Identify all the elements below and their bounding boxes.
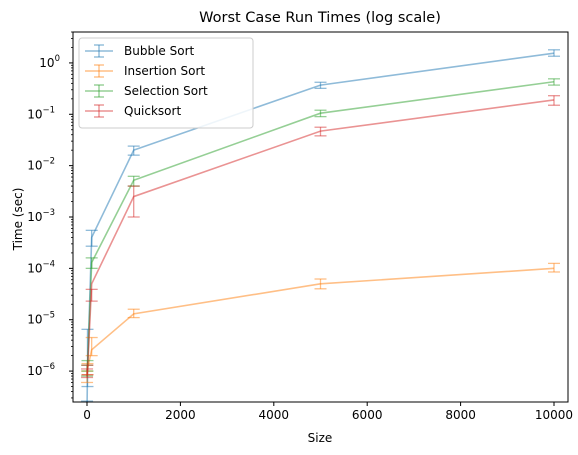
legend-label-3: Quicksort bbox=[124, 104, 181, 118]
error-bar-0-3 bbox=[127, 145, 140, 156]
series-line-3 bbox=[86, 99, 555, 374]
error-bar-1-5 bbox=[547, 262, 560, 273]
error-bar-0-0 bbox=[81, 400, 94, 402]
legend-entry-3: Quicksort bbox=[85, 104, 181, 118]
y-axis-title: Time (sec) bbox=[11, 188, 25, 252]
y-tick-label-6: 100 bbox=[39, 54, 60, 70]
error-bar-0-2 bbox=[85, 229, 98, 247]
error-bar-2-3 bbox=[127, 175, 140, 187]
y-tick-label-2: 10−4 bbox=[27, 259, 55, 275]
legend-label-0: Bubble Sort bbox=[124, 44, 194, 58]
legend-box bbox=[78, 37, 254, 129]
legend: Bubble Sort Insertion Sort Selection Sort Q… bbox=[78, 37, 254, 129]
error-bar-3-1 bbox=[81, 364, 94, 376]
error-bar-0-4 bbox=[314, 81, 327, 89]
plot-area bbox=[81, 49, 560, 402]
error-bar-1-3 bbox=[127, 308, 140, 319]
x-tick-label-1: 2000 bbox=[165, 408, 196, 422]
legend-label-2: Selection Sort bbox=[124, 84, 208, 98]
error-bar-2-2 bbox=[85, 257, 98, 270]
legend-entry-2: Selection Sort bbox=[85, 84, 208, 98]
x-tick-label-4: 8000 bbox=[445, 408, 476, 422]
error-bar-2-4 bbox=[314, 109, 327, 118]
y-tick-label-5: 10−1 bbox=[27, 105, 55, 121]
legend-entry-0: Bubble Sort bbox=[85, 44, 194, 58]
x-tick-label-5: 10000 bbox=[535, 408, 573, 422]
error-bar-3-5 bbox=[547, 95, 560, 106]
y-tick-label-4: 10−2 bbox=[27, 157, 55, 173]
x-tick-label-2: 4000 bbox=[259, 408, 290, 422]
legend-label-1: Insertion Sort bbox=[124, 64, 205, 78]
y-tick-label-3: 10−3 bbox=[27, 208, 55, 224]
legend-entry-1: Insertion Sort bbox=[85, 64, 205, 78]
error-bar-3-2 bbox=[85, 288, 98, 302]
series-1 bbox=[81, 262, 560, 384]
x-tick-label-0: 0 bbox=[83, 408, 91, 422]
x-tick-label-3: 6000 bbox=[352, 408, 383, 422]
y-tick-label-1: 10−5 bbox=[27, 311, 55, 327]
error-bar-2-5 bbox=[547, 78, 560, 86]
chart-title: Worst Case Run Times (log scale) bbox=[199, 10, 441, 26]
error-bar-3-4 bbox=[314, 126, 327, 137]
error-bar-3-3 bbox=[127, 185, 140, 218]
x-axis-title: Size bbox=[308, 431, 333, 445]
error-bar-1-4 bbox=[314, 278, 327, 290]
error-bar-0-5 bbox=[547, 49, 560, 57]
y-tick-label-0: 10−6 bbox=[27, 362, 55, 378]
series-3 bbox=[81, 95, 560, 379]
